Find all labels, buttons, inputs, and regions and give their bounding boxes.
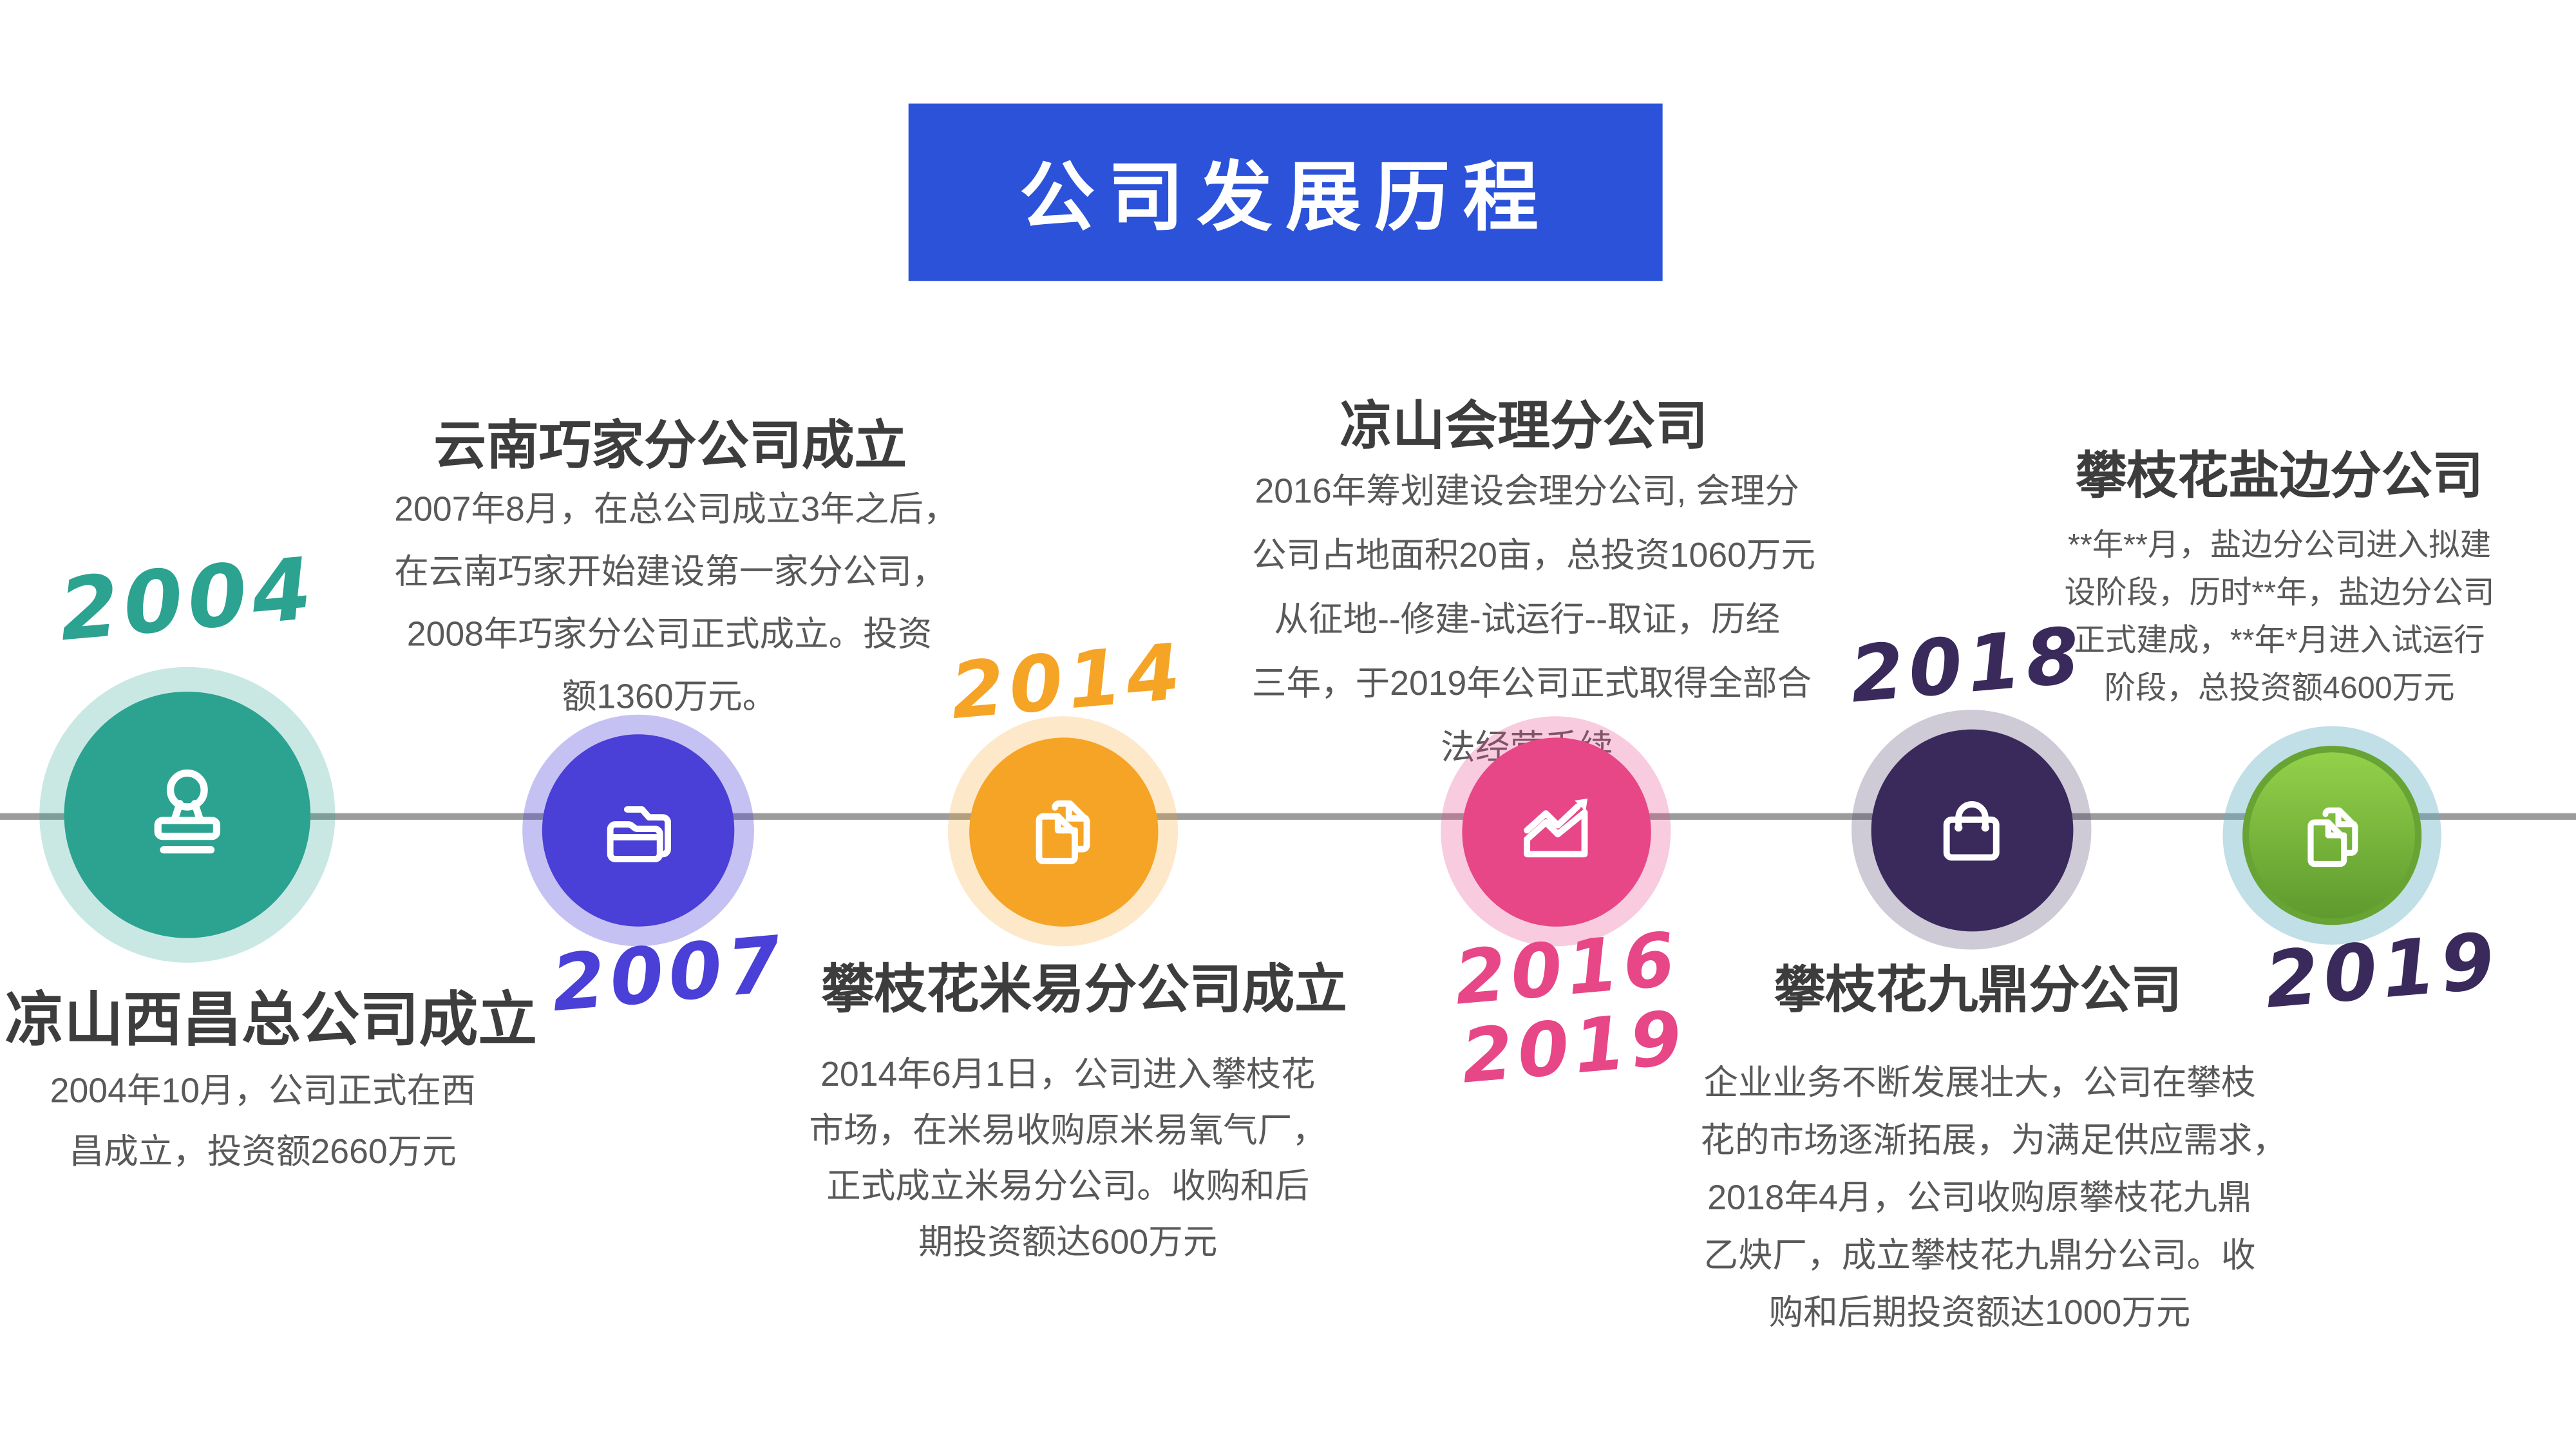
stamp-icon <box>154 769 221 854</box>
milestone-circle <box>2222 726 2441 945</box>
milestone-circle <box>1852 710 2092 950</box>
milestone-heading: 凉山西昌总公司成立 <box>5 985 538 1054</box>
year-label: 2004 <box>55 540 321 661</box>
chart-up-icon <box>1524 798 1588 858</box>
milestone-circle <box>39 667 336 963</box>
milestone-description: 2014年6月1日，公司进入攀枝花 市场，在米易收购原米易氧气厂， 正式成立米易… <box>809 1056 1327 1262</box>
milestone-description: **年**月，盐边分公司进入拟建 设阶段，历时**年，盐边分公司 正式建成，**… <box>2064 529 2495 706</box>
bag-icon <box>1943 801 2000 861</box>
year-label: 2016 2019 <box>1451 915 1690 1101</box>
milestone-description: 企业业务不断发展壮大，公司在攀枝 花的市场逐渐拓展，为满足供应需求， 2018年… <box>1700 1065 2287 1332</box>
milestone-heading: 攀枝花九鼎分公司 <box>1774 961 2182 1019</box>
documents-icon <box>1036 800 1090 864</box>
timeline-axis <box>0 813 2576 820</box>
milestone-circle <box>1441 716 1671 947</box>
title-banner: 公司发展历程 <box>908 103 1663 281</box>
documents-icon <box>2307 806 2358 866</box>
milestone-heading: 云南巧家分公司成立 <box>433 415 907 475</box>
milestone-heading: 攀枝花盐边分公司 <box>2076 446 2483 505</box>
milestone-heading: 攀枝花米易分公司成立 <box>821 959 1347 1019</box>
milestone-description: 2004年10月，公司正式在西 昌成立，投资额2660万元 <box>50 1072 476 1171</box>
milestone-description: 2007年8月，在总公司成立3年之后， 在云南巧家开始建设第一家分公司， 200… <box>394 491 958 717</box>
folder-icon <box>606 805 670 862</box>
page-title: 公司发展历程 <box>1019 154 1552 240</box>
year-label: 2007 <box>547 920 790 1030</box>
milestone-circle <box>522 714 754 947</box>
milestone-description: 2016年筹划建设会理分公司, 会理分 公司占地面积20亩，总投资1060万元 … <box>1251 473 1816 768</box>
milestone-circle <box>947 716 1179 947</box>
milestone-heading: 凉山会理分公司 <box>1340 395 1708 455</box>
